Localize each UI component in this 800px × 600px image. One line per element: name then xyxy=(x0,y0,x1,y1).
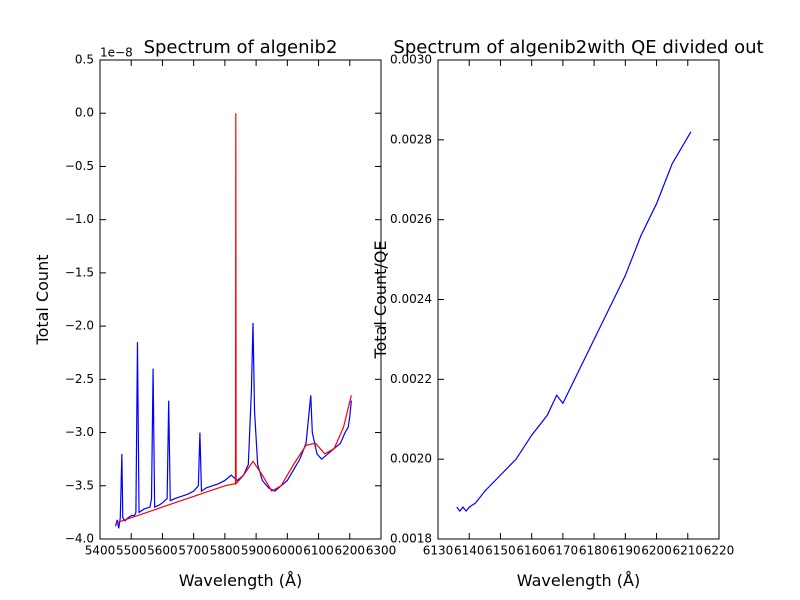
y-tick-label: −3.5 xyxy=(65,478,94,492)
y-tick-label: −2.5 xyxy=(65,372,94,386)
y-tick-label: 0.0028 xyxy=(390,132,432,146)
x-axis-label: Wavelength (Å) xyxy=(179,571,302,590)
y-tick-label: −1.0 xyxy=(65,212,94,226)
y-tick-label: −1.5 xyxy=(65,265,94,279)
x-axis-label: Wavelength (Å) xyxy=(517,571,640,590)
x-tick-label: 6100 xyxy=(303,544,334,558)
chart-title: Spectrum of algenib2with QE divided out xyxy=(393,37,763,58)
y-axis-label: Total Count xyxy=(33,255,52,346)
x-tick-label: 6180 xyxy=(579,544,610,558)
y-axis-label: Total Count/QE xyxy=(371,240,390,359)
x-tick-label: 6220 xyxy=(704,544,735,558)
data-line xyxy=(115,322,352,529)
x-tick-label: 6190 xyxy=(610,544,641,558)
x-tick-label: 6000 xyxy=(272,544,303,558)
y-tick-label: 0.0026 xyxy=(390,212,432,226)
x-tick-label: 6210 xyxy=(673,544,704,558)
x-tick-label: 6200 xyxy=(335,544,366,558)
x-tick-label: 5400 xyxy=(85,544,116,558)
axes-frame xyxy=(437,59,720,540)
x-tick-label: 5700 xyxy=(178,544,209,558)
x-tick-label: 6170 xyxy=(548,544,579,558)
x-tick-label: 6200 xyxy=(641,544,672,558)
y-tick-label: 0.0 xyxy=(75,106,94,120)
x-tick-label: 5800 xyxy=(210,544,241,558)
chart-title: Spectrum of algenib2 xyxy=(144,37,338,58)
x-tick-label: 6150 xyxy=(485,544,516,558)
y-tick-label: 0.5 xyxy=(75,53,94,67)
y-tick-label: 0.0018 xyxy=(390,532,432,546)
y-tick-label: 0.0024 xyxy=(390,292,432,306)
data-line xyxy=(115,113,352,524)
y-tick-label: 0.0020 xyxy=(390,452,432,466)
data-line xyxy=(456,131,692,513)
x-tick-label: 6160 xyxy=(516,544,547,558)
y-tick-label: −2.0 xyxy=(65,319,94,333)
x-tick-label: 5900 xyxy=(241,544,272,558)
y-tick-label: −3.0 xyxy=(65,425,94,439)
y-tick-label: −0.5 xyxy=(65,159,94,173)
x-tick-label: 6130 xyxy=(423,544,454,558)
x-tick-label: 5600 xyxy=(147,544,178,558)
y-tick-label: 0.0030 xyxy=(390,53,432,67)
axes-frame xyxy=(99,59,382,540)
y-offset-label: 1e−8 xyxy=(100,46,133,60)
y-tick-label: 0.0022 xyxy=(390,372,432,386)
y-tick-label: −4.0 xyxy=(65,532,94,546)
x-tick-label: 5500 xyxy=(116,544,147,558)
x-tick-label: 6140 xyxy=(454,544,485,558)
x-tick-label: 6300 xyxy=(366,544,397,558)
